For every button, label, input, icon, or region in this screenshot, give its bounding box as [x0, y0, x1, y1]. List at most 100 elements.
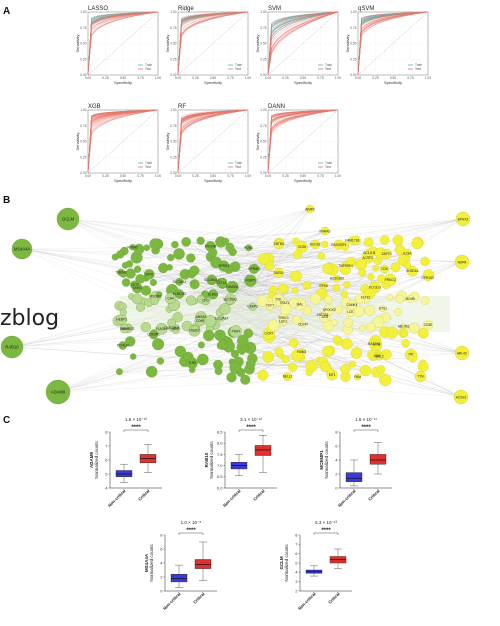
boxplot-category-label: Critical: [252, 488, 266, 502]
network-node-label: TCF7: [266, 303, 274, 307]
network-node-label: EPN1: [145, 272, 154, 276]
roc-subplot-dann: DANN 0.000.00 0.25 0.25 0.50 0.50 0.75 0.75 1.00…: [255, 104, 341, 183]
network-node-green: [140, 322, 151, 333]
roc-diagonal: [357, 11, 429, 76]
roc-curve-test: [267, 109, 339, 174]
boxplot-mcemp1: 0 2 4 6 8 MCEMP1 Normalized counts Non-critical…: [319, 417, 392, 508]
network-node-green: [155, 322, 168, 335]
roc-title: qSVM: [358, 6, 374, 12]
network-node-label: SPOCK2: [323, 308, 336, 312]
network-node-green: [189, 265, 200, 276]
network-hub-node: [454, 254, 470, 270]
network-hub-node: [56, 207, 80, 231]
boxplot-y-tick: 7: [295, 542, 298, 547]
network-node-yellow: [273, 267, 284, 278]
boxplot-ylabel: Normalized counts: [284, 544, 289, 582]
network-node-label: IL7R: [373, 343, 380, 347]
roc-curve-test: [87, 11, 159, 76]
network-node-green: [152, 338, 165, 351]
network-node-green: [217, 339, 229, 350]
boxplot-y-tick: 6.5: [217, 474, 223, 479]
network-hub-node: [0, 335, 24, 359]
roc-x-tick: 0.25: [102, 174, 108, 178]
network-node-label: CCR7: [264, 332, 273, 336]
network-edge: [67, 218, 339, 311]
network-node-yellow: [293, 249, 303, 259]
boxplot-category-label: Non-critical: [337, 488, 357, 508]
roc-x-tick: 0.25: [192, 174, 198, 178]
boxplot-y-tick: 6: [335, 443, 338, 448]
roc-x-tick: 0.75: [227, 76, 233, 80]
network-node-green: [204, 315, 217, 328]
network-node-green: [121, 278, 131, 287]
network-node-green: [119, 270, 127, 278]
network-node-green: [131, 293, 143, 305]
network-edge: [240, 352, 357, 373]
boxplot-box-critical: [194, 559, 212, 569]
network-node-yellow: [375, 352, 384, 361]
network-node-green: [189, 279, 200, 290]
roc-y-tick: 0.00: [350, 73, 356, 77]
network-node-yellow: [406, 294, 415, 303]
network-node-green: [143, 244, 151, 251]
network-node-green: [118, 341, 128, 350]
network-node-label: RASGRP1: [331, 243, 346, 247]
network-node-green: [248, 263, 260, 274]
network-node-green: [186, 295, 197, 306]
roc-curve-test: [357, 11, 429, 76]
network-hub-node: [455, 211, 471, 227]
network-node-label: SLC26A1: [223, 297, 237, 301]
network-node-label: HEBP1: [116, 317, 127, 321]
network-node-green: [206, 274, 218, 286]
network-node-green: [203, 329, 215, 342]
roc-ylabel: Sensitivity: [255, 34, 260, 52]
network-node-yellow: [422, 269, 435, 281]
network-node-yellow: [324, 295, 333, 304]
network-node-green: [236, 334, 249, 347]
network-node-yellow: [322, 345, 334, 357]
roc-curve-test: [177, 11, 249, 76]
roc-curve-test: [267, 11, 339, 76]
network-node-green: [115, 368, 123, 376]
roc-xlabel: Specificity: [204, 80, 222, 85]
network-node-label: PLAGL2: [156, 327, 168, 331]
network-node-green: [225, 242, 235, 252]
network-node-yellow: [376, 365, 386, 374]
network-node-yellow: [290, 270, 302, 283]
network-node-label: PDK4: [232, 329, 241, 333]
network-node-yellow: [302, 280, 311, 290]
boxplot-y-tick: 4: [105, 485, 108, 490]
network-hub-node: [11, 238, 33, 260]
network-node-label: LCK: [347, 310, 354, 314]
roc-y-tick: 0.25: [170, 57, 176, 61]
roc-curve-test: [177, 11, 249, 76]
boxplot-y-tick: 8.5: [217, 429, 223, 434]
network-node-yellow: [403, 261, 412, 269]
network-node-green: [167, 318, 176, 328]
roc-y-tick: 0.00: [170, 171, 176, 175]
network-edge: [192, 354, 374, 370]
roc-legend-label: Train: [325, 161, 332, 165]
roc-curve-test: [87, 11, 159, 76]
roc-y-tick: 0.50: [260, 140, 266, 144]
network-node-yellow: [331, 319, 338, 326]
boxplot-category-label: Critical: [327, 591, 341, 605]
network-node-green: [208, 248, 218, 257]
network-node-green: [191, 325, 199, 333]
network-node-label: SIT1: [329, 373, 336, 377]
network-node-yellow: [379, 305, 387, 312]
roc-curve-test: [267, 11, 339, 76]
network-node-yellow: [406, 265, 418, 277]
roc-subplot-rf: RF 0.000.00 0.25 0.25 0.50 0.50 0.75 0.75 1.00 1.…: [165, 104, 251, 183]
network-node-green: [150, 329, 158, 337]
network-hub-node: [320, 226, 330, 236]
roc-x-tick: 1.00: [335, 76, 341, 80]
network-node-green: [225, 297, 234, 305]
roc-y-tick: 0.25: [260, 57, 266, 61]
network-edge: [172, 208, 311, 291]
network-node-yellow: [371, 339, 383, 351]
network-node-green: [173, 248, 185, 260]
network-edge: [140, 218, 464, 308]
network-node-label: DGAT2: [189, 329, 200, 333]
network-node-yellow: [341, 244, 349, 252]
